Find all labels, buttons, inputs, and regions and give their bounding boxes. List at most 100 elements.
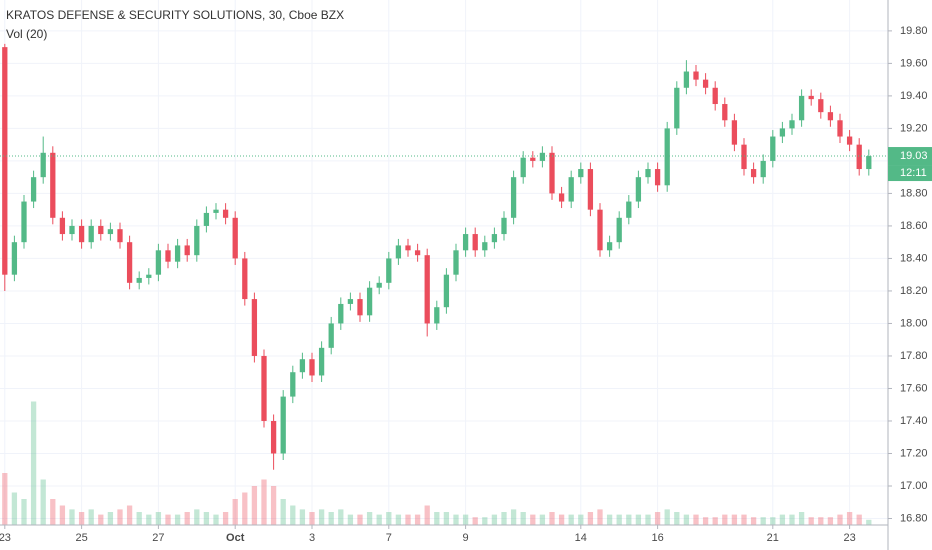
candle-body	[222, 209, 229, 218]
volume-bar	[741, 514, 747, 525]
volume-bar	[318, 509, 325, 525]
candle-body	[530, 157, 536, 161]
y-tick-label: 19.80	[900, 25, 928, 37]
candle-body	[606, 242, 613, 251]
volume-bar	[587, 512, 594, 525]
volume-bar	[50, 499, 56, 525]
volume-bar	[760, 517, 766, 525]
candle-body	[568, 177, 574, 202]
volume-bar	[309, 512, 315, 525]
volume-bar	[606, 514, 613, 525]
volume-bar	[568, 514, 574, 525]
volume-bar	[770, 517, 776, 525]
volume-bar	[11, 492, 18, 525]
candle-body	[280, 396, 286, 454]
candle-body	[674, 87, 680, 129]
volume-bar	[501, 512, 507, 525]
candle-body	[270, 420, 277, 454]
volume-bar	[126, 505, 133, 525]
volume-bar	[366, 512, 373, 525]
candle-body	[213, 209, 219, 213]
volume-bar	[203, 512, 210, 525]
volume-bar	[664, 509, 670, 525]
candle-body	[290, 372, 296, 397]
candle-body	[750, 169, 757, 178]
candle-body	[174, 245, 181, 262]
candle-body	[309, 359, 315, 376]
volume-bar	[482, 517, 488, 525]
candle-body	[386, 258, 392, 283]
candle-body	[578, 169, 584, 178]
candle-body	[414, 250, 421, 256]
last-price-box	[888, 147, 932, 166]
candle-body	[434, 307, 440, 324]
volume-bar	[146, 514, 152, 525]
candle-body	[11, 242, 18, 275]
candle-body	[549, 152, 555, 194]
volume-bar	[654, 512, 661, 525]
volume-bar	[107, 512, 114, 525]
x-tick-label: 9	[463, 532, 469, 544]
candle-body	[760, 160, 766, 178]
y-tick-label: 19.60	[900, 57, 928, 69]
candle-body	[155, 250, 162, 275]
volume-bar	[251, 486, 258, 525]
candle-body	[837, 120, 843, 137]
candle-body	[510, 177, 517, 218]
volume-bar	[59, 505, 66, 525]
volume-bar	[539, 514, 546, 525]
chart-title: KRATOS DEFENSE & SECURITY SOLUTIONS, 30,…	[6, 8, 344, 22]
candle-body	[30, 177, 37, 202]
candle-body	[597, 209, 603, 251]
volume-bar	[21, 499, 27, 525]
candle-body	[866, 156, 872, 170]
candle-body	[712, 87, 718, 105]
volume-bar	[347, 514, 354, 525]
candle-body	[318, 347, 325, 376]
volume-bar	[462, 514, 469, 525]
candle-body	[40, 152, 46, 178]
candle-body	[645, 169, 651, 178]
volume-bar	[558, 514, 565, 525]
y-tick-label: 18.60	[900, 220, 928, 232]
volume-bar	[837, 514, 843, 525]
candle-body	[616, 217, 622, 243]
volume-bar	[818, 517, 824, 525]
volume-bar	[136, 512, 142, 525]
candle-body	[126, 242, 133, 283]
volume-bar	[270, 486, 277, 525]
price-axis-panel	[888, 0, 932, 550]
volume-bar	[376, 514, 382, 525]
volume-bar	[78, 512, 85, 525]
volume-bar	[510, 509, 517, 525]
volume-bar	[683, 514, 690, 525]
x-tick-label: 14	[575, 532, 587, 544]
candle-body	[146, 274, 152, 278]
candle-body	[328, 323, 334, 348]
volume-bar	[395, 514, 402, 525]
candle-body	[117, 229, 123, 243]
candle-body	[558, 193, 565, 202]
x-tick-label: 27	[152, 532, 164, 544]
volume-bar	[645, 514, 651, 525]
volume-bar	[98, 514, 104, 525]
candle-body	[261, 355, 267, 421]
volume-bar	[290, 505, 296, 525]
candle-body	[299, 359, 306, 373]
volume-bar	[88, 509, 94, 525]
volume-bar	[789, 514, 795, 525]
candle-body	[98, 225, 104, 235]
candle-body	[731, 120, 738, 145]
volume-bar	[386, 512, 392, 525]
candle-body	[741, 144, 747, 170]
volume-bar	[722, 514, 728, 525]
x-tick-label: 21	[767, 532, 779, 544]
volume-label: Vol (20)	[6, 27, 47, 41]
candle-body	[107, 229, 114, 235]
volume-bar	[434, 512, 440, 525]
candle-body	[827, 112, 834, 121]
candle-body	[635, 177, 642, 202]
volume-bar	[808, 517, 814, 525]
candle-body	[136, 277, 142, 283]
